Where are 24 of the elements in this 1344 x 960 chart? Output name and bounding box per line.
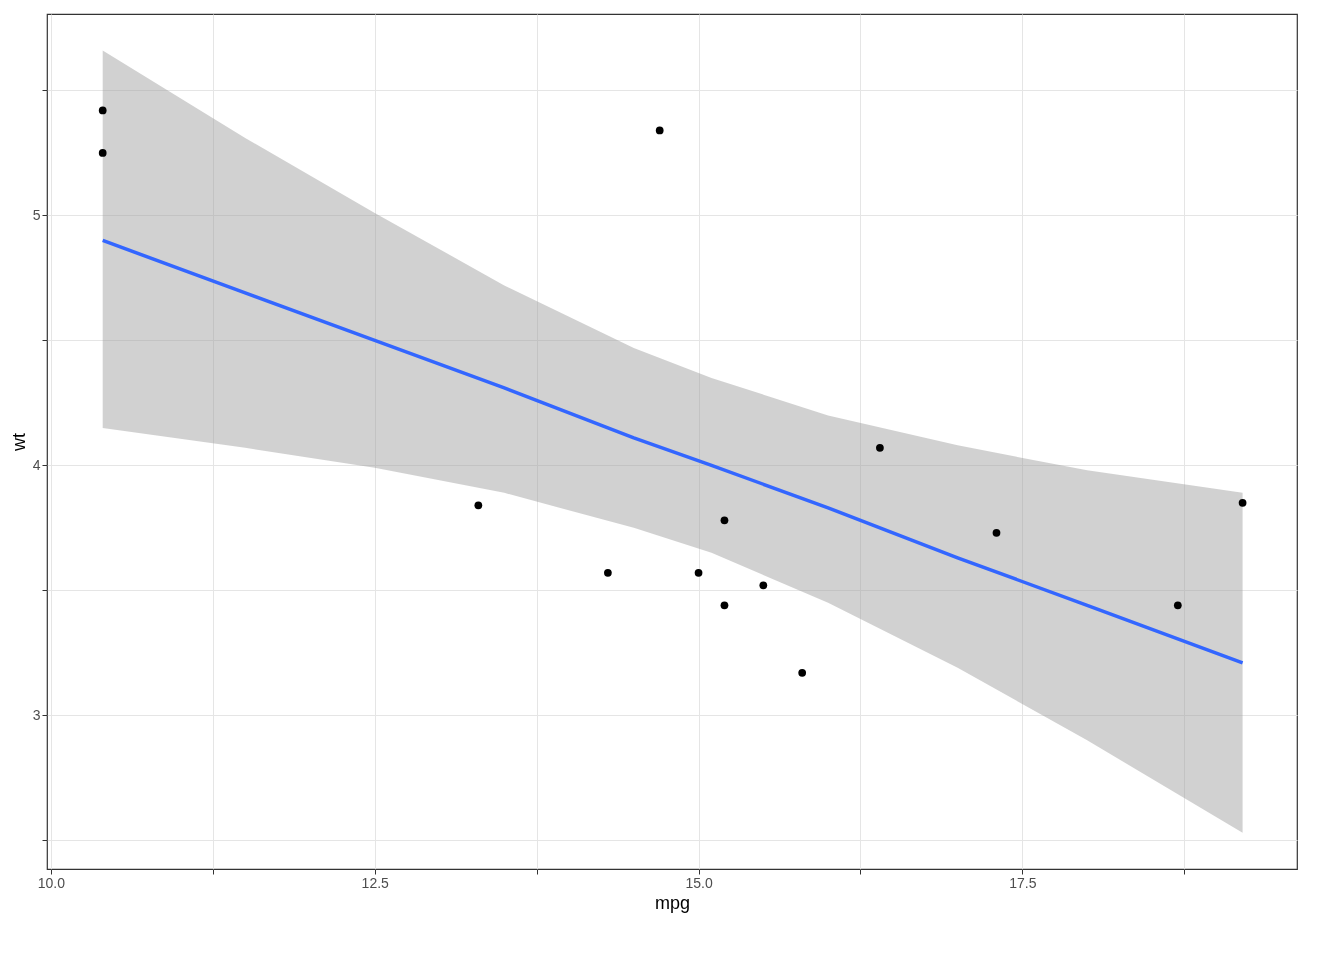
point	[694, 568, 703, 577]
x-axis-title: mpg	[654, 892, 691, 913]
y-tick-label: 5	[32, 206, 41, 223]
point	[992, 528, 1001, 537]
point	[604, 568, 612, 577]
x-tick-label: 17.5	[1009, 874, 1037, 891]
point	[759, 581, 768, 590]
point	[1173, 601, 1182, 610]
point	[1238, 498, 1247, 507]
y-axis-title: wt	[8, 433, 29, 452]
y-tick-label: 4	[32, 456, 41, 473]
line-series	[100, 238, 1245, 665]
x-tick-label: 15.0	[685, 874, 713, 891]
x-tick-label: 12.5	[361, 874, 390, 891]
point	[798, 668, 807, 677]
y-tick-label: 3	[32, 706, 41, 723]
point	[876, 444, 884, 452]
point	[98, 149, 107, 157]
point	[720, 601, 729, 610]
x-tick-label: 10.0	[37, 874, 66, 891]
point	[98, 106, 107, 115]
point	[474, 501, 483, 510]
point	[655, 126, 664, 135]
point	[720, 516, 729, 525]
